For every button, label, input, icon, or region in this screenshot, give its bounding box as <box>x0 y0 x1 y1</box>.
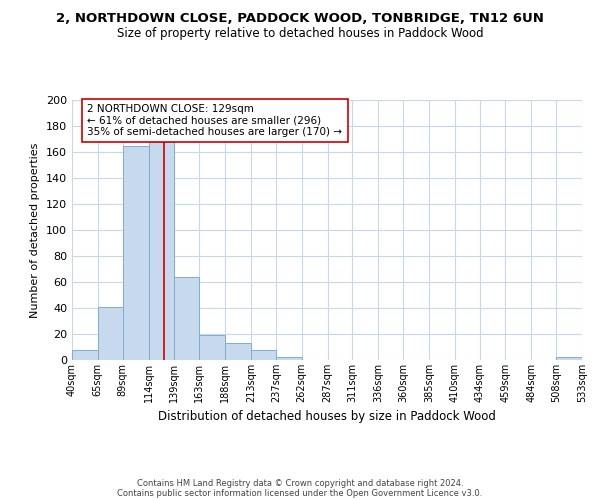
Bar <box>225 343 251 360</box>
Bar <box>98 306 122 360</box>
Y-axis label: Number of detached properties: Number of detached properties <box>31 142 40 318</box>
Bar <box>199 336 225 360</box>
Text: 2 NORTHDOWN CLOSE: 129sqm
← 61% of detached houses are smaller (296)
35% of semi: 2 NORTHDOWN CLOSE: 129sqm ← 61% of detac… <box>88 104 342 137</box>
Text: Contains public sector information licensed under the Open Government Licence v3: Contains public sector information licen… <box>118 488 482 498</box>
Bar <box>556 358 582 360</box>
Bar <box>149 142 175 360</box>
Bar <box>122 146 149 360</box>
Bar <box>72 350 98 360</box>
Bar <box>175 277 199 360</box>
Text: 2, NORTHDOWN CLOSE, PADDOCK WOOD, TONBRIDGE, TN12 6UN: 2, NORTHDOWN CLOSE, PADDOCK WOOD, TONBRI… <box>56 12 544 26</box>
Text: Contains HM Land Registry data © Crown copyright and database right 2024.: Contains HM Land Registry data © Crown c… <box>137 478 463 488</box>
Bar <box>276 358 302 360</box>
Bar <box>251 350 276 360</box>
Text: Size of property relative to detached houses in Paddock Wood: Size of property relative to detached ho… <box>116 28 484 40</box>
X-axis label: Distribution of detached houses by size in Paddock Wood: Distribution of detached houses by size … <box>158 410 496 424</box>
